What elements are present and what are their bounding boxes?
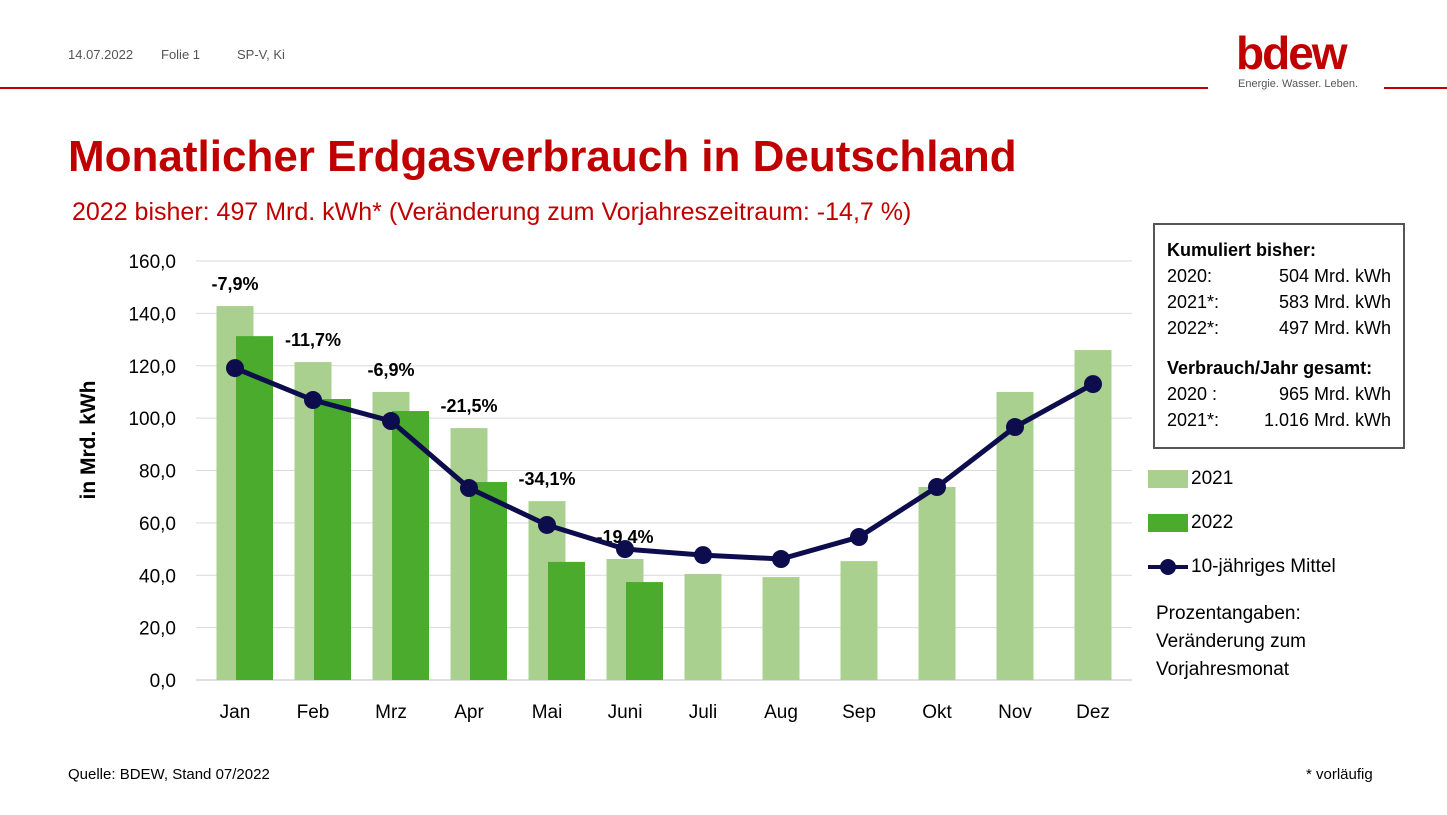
x-tick-label: Dez bbox=[1076, 702, 1110, 723]
x-tick-label: Mrz bbox=[375, 702, 407, 723]
bar-2021 bbox=[840, 561, 878, 680]
mean-point bbox=[928, 477, 946, 496]
info-value: 504 Mrd. kWh bbox=[1278, 266, 1391, 286]
bar-2022 bbox=[392, 411, 429, 680]
source: Quelle: BDEW, Stand 07/2022 bbox=[68, 766, 270, 783]
y-tick-label: 120,0 bbox=[128, 357, 176, 378]
bar-2021 bbox=[996, 391, 1034, 680]
info-row: 2021*: 1.016 Mrd. kWh bbox=[1167, 407, 1391, 433]
x-tick-label: Mai bbox=[532, 702, 563, 723]
percent-change-label: -6,9% bbox=[367, 360, 414, 380]
mean-line bbox=[234, 365, 1095, 562]
author: SP-V, Ki bbox=[237, 47, 285, 62]
y-tick-label: 40,0 bbox=[139, 566, 176, 587]
mean-point bbox=[694, 546, 712, 565]
percent-change-label: -11,7% bbox=[285, 330, 341, 350]
info-box: Kumuliert bisher: 2020: 504 Mrd. kWh 2021… bbox=[1153, 223, 1405, 449]
bar-2022 bbox=[236, 336, 273, 680]
y-tick-label: 60,0 bbox=[139, 514, 176, 535]
percent-change-label: -21,5% bbox=[440, 396, 497, 416]
y-tick-label: 140,0 bbox=[128, 304, 176, 325]
percent-change-label: -7,9% bbox=[211, 274, 258, 294]
info-row: 2021*: 583 Mrd. kWh bbox=[1167, 289, 1391, 315]
percent-change-label: -34,1% bbox=[518, 469, 575, 489]
info-label: 2021*: bbox=[1167, 410, 1220, 430]
info-row: 2020: 504 Mrd. kWh bbox=[1167, 263, 1391, 289]
chart-title: Monatlicher Erdgasverbrauch in Deutschla… bbox=[68, 132, 1017, 181]
footnote: * vorläufig bbox=[1306, 766, 1373, 783]
mean-point bbox=[226, 359, 244, 378]
bar-2021 bbox=[762, 577, 800, 680]
y-tick-label: 80,0 bbox=[139, 462, 176, 483]
info-row: 2020 : 965 Mrd. kWh bbox=[1167, 381, 1391, 407]
mean-point bbox=[538, 515, 556, 534]
info-label: 2022*: bbox=[1167, 318, 1220, 338]
y-tick-label: 0,0 bbox=[150, 671, 176, 692]
bar-2021 bbox=[1074, 350, 1112, 680]
chart-subtitle: 2022 bisher: 497 Mrd. kWh* (Veränderung … bbox=[72, 198, 912, 226]
legend-swatch-mean bbox=[1148, 559, 1188, 575]
info-value: 583 Mrd. kWh bbox=[1278, 292, 1391, 312]
info-row: 2022*: 497 Mrd. kWh bbox=[1167, 315, 1391, 341]
bar-2022 bbox=[314, 399, 351, 680]
logo-tagline: Energie. Wasser. Leben. bbox=[1238, 78, 1359, 90]
legend-swatch-2022 bbox=[1148, 514, 1188, 532]
legend-label-2021: 2021 bbox=[1191, 468, 1234, 489]
legend-label-2022: 2022 bbox=[1191, 512, 1234, 533]
date: 14.07.2022 bbox=[68, 47, 134, 62]
x-tick-label: Nov bbox=[998, 702, 1032, 723]
mean-point bbox=[1006, 418, 1024, 437]
percent-change-label: -19,4% bbox=[596, 527, 653, 547]
y-tick-label: 20,0 bbox=[139, 619, 176, 640]
y-tick-label: 100,0 bbox=[128, 409, 176, 430]
x-tick-label: Feb bbox=[297, 702, 330, 723]
info-heading-annual: Verbrauch/Jahr gesamt: bbox=[1167, 358, 1373, 378]
bar-2021 bbox=[684, 573, 722, 680]
y-axis-label: in Mrd. kWh bbox=[77, 381, 100, 500]
info-value: 1.016 Mrd. kWh bbox=[1263, 410, 1391, 430]
info-value: 965 Mrd. kWh bbox=[1278, 384, 1391, 404]
bar-2022 bbox=[548, 561, 585, 680]
info-heading-cumulative: Kumuliert bisher: bbox=[1167, 240, 1317, 260]
x-tick-label: Okt bbox=[922, 702, 952, 723]
x-tick-label: Jan bbox=[220, 702, 251, 723]
mean-point bbox=[772, 550, 790, 569]
slide-number: Folie 1 bbox=[161, 47, 201, 62]
x-tick-label: Juni bbox=[608, 702, 643, 723]
x-tick-label: Sep bbox=[842, 702, 876, 723]
mean-point bbox=[616, 540, 634, 559]
mean-point bbox=[1084, 375, 1102, 394]
x-tick-label: Juli bbox=[689, 702, 718, 723]
bdew-logo: bdew bbox=[1236, 27, 1348, 79]
bar-2022 bbox=[470, 482, 507, 680]
info-label: 2021*: bbox=[1167, 292, 1220, 312]
mean-point bbox=[850, 528, 868, 547]
x-tick-label: Aug bbox=[764, 702, 798, 723]
info-label: 2020: bbox=[1167, 266, 1213, 286]
header-rule bbox=[0, 87, 1208, 89]
info-value: 497 Mrd. kWh bbox=[1278, 318, 1391, 338]
bar-2021 bbox=[918, 486, 956, 680]
info-label: 2020 : bbox=[1167, 384, 1218, 404]
legend-label-mean: 10-jähriges Mittel bbox=[1191, 556, 1336, 577]
percent-note: Prozentangaben: Veränderung zum Vorjahre… bbox=[1156, 603, 1306, 680]
mean-point bbox=[460, 479, 478, 498]
y-tick-label: 160,0 bbox=[128, 252, 176, 273]
mean-point bbox=[382, 412, 400, 431]
header-rule-right bbox=[1384, 87, 1447, 89]
mean-point bbox=[304, 391, 322, 410]
x-tick-label: Apr bbox=[454, 702, 484, 723]
legend-swatch-2021 bbox=[1148, 470, 1188, 488]
bar-2022 bbox=[626, 582, 663, 680]
